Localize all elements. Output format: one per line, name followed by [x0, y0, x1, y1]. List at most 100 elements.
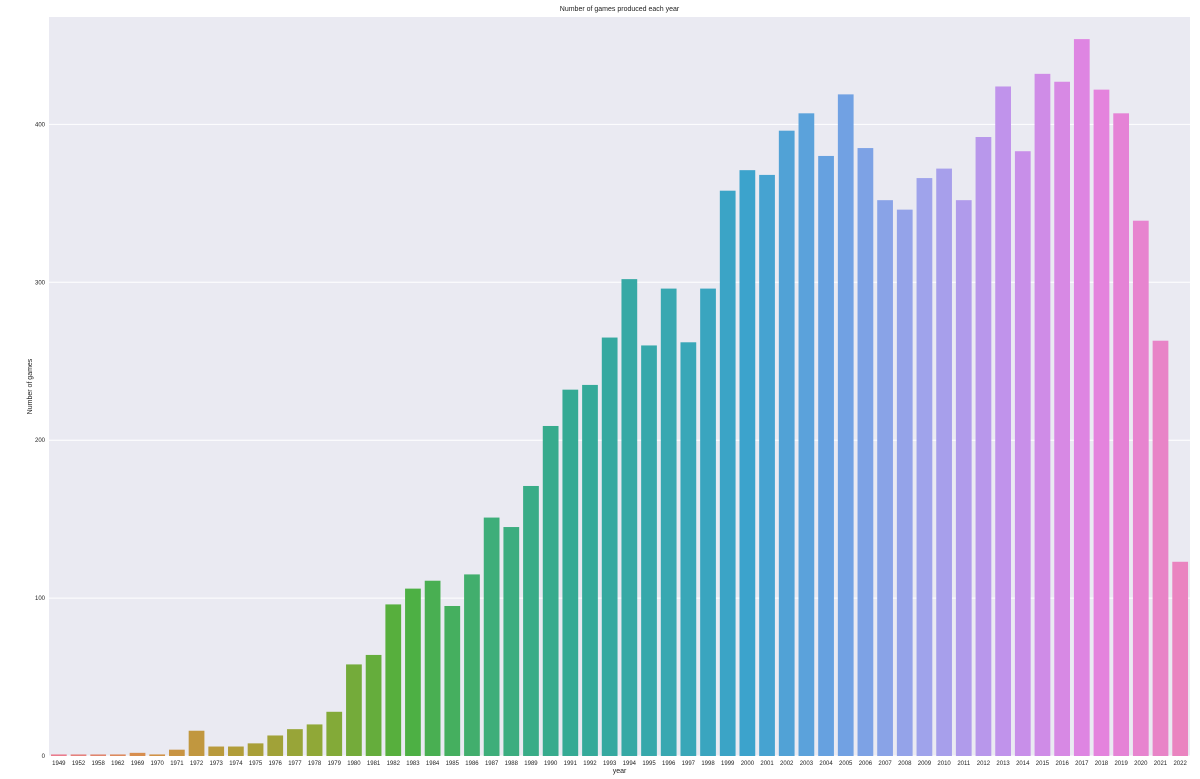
- bar-1979: [326, 711, 343, 756]
- bar-1962: [109, 754, 126, 756]
- x-tick-label: 2018: [1095, 761, 1109, 767]
- chart-title: Number of games produced each year: [560, 6, 680, 13]
- bar-1975: [247, 743, 264, 756]
- bar-1985: [444, 605, 461, 756]
- bar-1994: [621, 279, 638, 756]
- bar-1970: [149, 754, 166, 756]
- x-tick-label: 1990: [544, 761, 558, 767]
- x-tick-label: 1972: [190, 761, 204, 767]
- bar-1991: [562, 389, 579, 756]
- x-tick-label: 2003: [800, 761, 814, 767]
- x-tick-label: 1999: [721, 761, 735, 767]
- bar-2016: [1054, 81, 1070, 756]
- bar-2011: [955, 200, 972, 756]
- bar-1958: [90, 754, 107, 756]
- bar-1974: [228, 746, 244, 756]
- x-tick-label: 2002: [780, 761, 794, 767]
- x-tick-label: 2008: [898, 761, 912, 767]
- bar-1990: [542, 425, 559, 756]
- x-tick-label: 1979: [328, 761, 342, 767]
- bar-1995: [641, 345, 657, 756]
- bar-2005: [837, 94, 854, 757]
- bar-2001: [759, 174, 775, 756]
- bar-1984: [424, 580, 441, 756]
- bar-1971: [169, 749, 185, 756]
- x-tick-label: 1976: [269, 761, 283, 767]
- bar-1993: [601, 337, 618, 756]
- x-tick-label: 1998: [701, 761, 715, 767]
- bar-1987: [483, 517, 500, 756]
- x-tick-label: 1974: [229, 761, 243, 767]
- y-tick-label: 100: [35, 596, 46, 602]
- y-tick-label: 0: [42, 754, 46, 760]
- bar-2000: [739, 170, 756, 756]
- bar-1977: [287, 729, 303, 756]
- x-tick-label: 1981: [367, 761, 381, 767]
- bar-2021: [1152, 340, 1169, 756]
- bar-1952: [70, 754, 87, 756]
- x-tick-label: 2011: [957, 761, 971, 767]
- bar-2009: [916, 178, 933, 757]
- bar-1997: [680, 342, 697, 756]
- x-tick-label: 1985: [446, 761, 460, 767]
- y-tick-label: 300: [35, 280, 46, 286]
- x-tick-label: 1949: [52, 761, 66, 767]
- x-tick-label: 2009: [918, 761, 932, 767]
- bar-1973: [208, 746, 225, 756]
- x-tick-label: 2016: [1055, 761, 1069, 767]
- x-tick-label: 2020: [1134, 761, 1148, 767]
- x-tick-label: 1994: [623, 761, 637, 767]
- bar-1988: [503, 527, 520, 756]
- x-tick-label: 2013: [996, 761, 1010, 767]
- bar-1986: [464, 574, 480, 756]
- x-tick-label: 1988: [505, 761, 519, 767]
- bar-1972: [188, 730, 205, 756]
- x-tick-label: 2015: [1036, 761, 1050, 767]
- bar-2010: [936, 168, 952, 757]
- bar-1978: [306, 724, 323, 756]
- bar-2007: [877, 200, 893, 756]
- x-tick-label: 1978: [308, 761, 322, 767]
- x-tick-label: 1987: [485, 761, 499, 767]
- bar-2012: [975, 137, 992, 756]
- bar-1980: [346, 664, 362, 756]
- x-tick-label: 2021: [1154, 761, 1168, 767]
- bar-1983: [405, 588, 421, 756]
- bar-1998: [700, 288, 716, 756]
- x-tick-label: 1975: [249, 761, 263, 767]
- x-tick-label: 1992: [583, 761, 597, 767]
- x-tick-label: 2007: [878, 761, 892, 767]
- bar-1969: [129, 752, 146, 756]
- x-tick-label: 2019: [1114, 761, 1128, 767]
- x-tick-label: 1973: [210, 761, 224, 767]
- bar-2008: [896, 209, 913, 757]
- x-tick-label: 1977: [288, 761, 302, 767]
- x-tick-label: 1952: [72, 761, 86, 767]
- bars: [50, 39, 1189, 757]
- y-axis-label: Number of games: [27, 358, 34, 414]
- x-tick-label: 2022: [1173, 761, 1187, 767]
- bar-2019: [1113, 113, 1130, 757]
- bar-2014: [1014, 151, 1031, 756]
- x-tick-label: 1970: [151, 761, 165, 767]
- bar-1982: [385, 604, 402, 756]
- y-tick-labels: 0 100 200 300 400: [35, 122, 46, 760]
- x-tick-label: 1983: [406, 761, 420, 767]
- bar-1989: [523, 485, 539, 756]
- bar-1996: [660, 288, 677, 756]
- x-tick-label: 2001: [760, 761, 774, 767]
- bar-1949: [50, 754, 67, 756]
- x-tick-label: 2014: [1016, 761, 1030, 767]
- y-tick-label: 200: [35, 438, 46, 444]
- x-tick-label: 2005: [839, 761, 853, 767]
- bar-2017: [1073, 39, 1090, 757]
- x-tick-labels: 1949 1952 1958 1962 1969 1970 1971 1972 1973 1974…: [52, 761, 1187, 767]
- x-tick-label: 1969: [131, 761, 145, 767]
- y-tick-label: 400: [35, 122, 46, 128]
- bar-2015: [1034, 73, 1051, 757]
- x-tick-label: 1986: [465, 761, 479, 767]
- bar-2003: [798, 113, 815, 757]
- x-tick-label: 1996: [662, 761, 676, 767]
- bar-2004: [818, 155, 834, 756]
- x-tick-label: 2012: [977, 761, 991, 767]
